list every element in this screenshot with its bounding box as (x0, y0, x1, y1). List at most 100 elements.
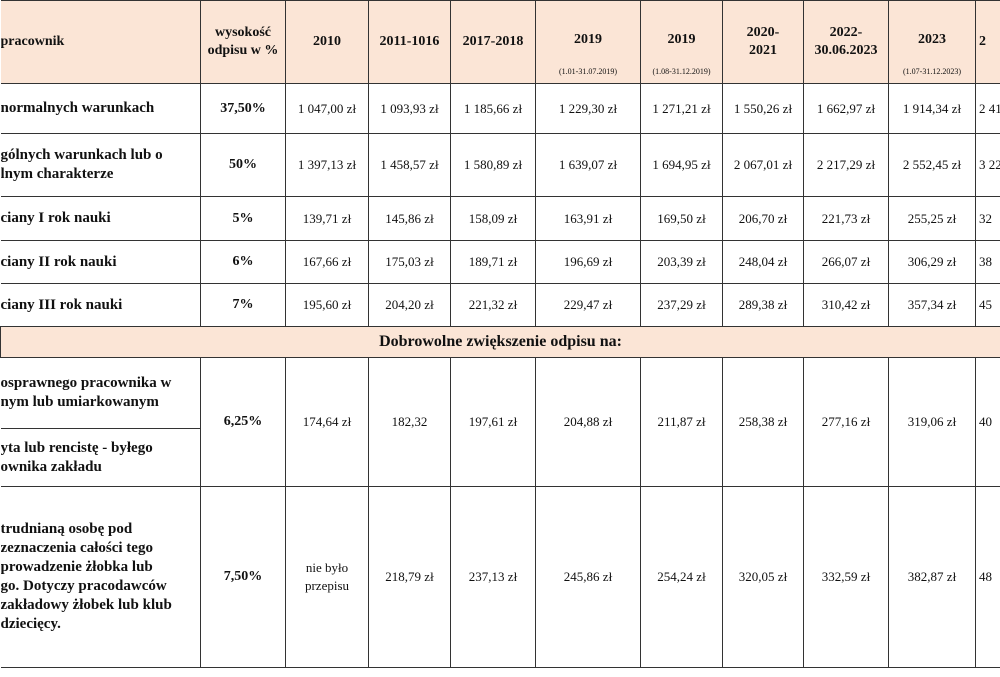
section-row: Dobrowolne zwiększenie odpisu na: (0, 326, 1000, 358)
row-label-cell: ciany II rok nauki (0, 240, 201, 284)
row-label: dziecięcy. (0, 616, 61, 632)
row-label-cell: trudnianą osobę pod zeznaczenia całości t… (0, 486, 201, 668)
row-value: 319,06 zł (888, 357, 976, 487)
row-value: 266,07 zł (803, 240, 889, 284)
row-value: 189,71 zł (450, 240, 536, 284)
header-rate: wysokość (214, 25, 271, 40)
row-value: 40 (975, 357, 1000, 487)
header-period-cell: 2011-1016 (368, 0, 451, 84)
row-value: 221,32 zł (450, 283, 536, 327)
row-label: zeznaczenia całości tego (0, 540, 153, 556)
section-title: Dobrowolne zwiększenie odpisu na: (0, 326, 1000, 358)
row-label-cell: ciany I rok nauki (0, 196, 201, 241)
header-period-cell: 2010 (285, 0, 369, 84)
row-label-cell: normalnych warunkach (0, 83, 201, 134)
row-value: 1 694,95 zł (640, 133, 723, 197)
row-value: 32 (975, 196, 1000, 241)
header-period: 30.06.2023 (814, 43, 878, 58)
row-value: 139,71 zł (285, 196, 369, 241)
header-period: 2019 (574, 32, 602, 47)
row-value: 237,13 zł (450, 486, 536, 668)
header-rate-cell: wysokość odpisu w % (200, 0, 286, 84)
row-label: ciany II rok nauki (0, 253, 117, 270)
header-period: 2019 (667, 32, 696, 47)
row-label: zakładowy żłobek lub klub (0, 597, 172, 613)
data-row: ciany II rok nauki 6% 167,66 zł 175,03 zł 18… (0, 240, 1000, 284)
row-rate: 6% (200, 240, 286, 284)
row-value: 1 093,93 zł (368, 83, 451, 134)
row-label-cell: osprawnego pracownika w nym lub umiarkowa… (0, 357, 201, 429)
row-value: 306,29 zł (888, 240, 976, 284)
data-row: gólnych warunkach lub o lnym charakterze 5… (0, 133, 1000, 197)
voluntary-row: trudnianą osobę pod zeznaczenia całości t… (0, 486, 1000, 668)
row-value: 221,73 zł (803, 196, 889, 241)
data-row: ciany I rok nauki 5% 139,71 zł 145,86 zł 158… (0, 196, 1000, 241)
row-value: 2 217,29 zł (803, 133, 889, 197)
row-value: 2 41 (975, 83, 1000, 134)
header-period-cell: 2023 (1.07-31.12.2023) (888, 0, 976, 84)
header-rate: odpisu w % (207, 43, 279, 58)
row-value: 382,87 zł (888, 486, 976, 668)
voluntary-row: osprawnego pracownika w nym lub umiarkowa… (0, 357, 1000, 487)
row-value: 357,34 zł (888, 283, 976, 327)
row-label: go. Dotyczy pracodawców (0, 578, 167, 594)
row-label: ciany III rok nauki (0, 296, 123, 313)
row-value: 1 185,66 zł (450, 83, 536, 134)
row-value: 1 047,00 zł (285, 83, 369, 134)
row-value: 175,03 zł (368, 240, 451, 284)
data-row: ciany III rok nauki 7% 195,60 zł 204,20 zł 2… (0, 283, 1000, 327)
header-period-cell: 2017-2018 (450, 0, 536, 84)
row-value: 1 458,57 zł (368, 133, 451, 197)
row-value: 1 397,13 zł (285, 133, 369, 197)
row-value: 167,66 zł (285, 240, 369, 284)
header-label: pracownik (0, 34, 65, 49)
row-value: 289,38 zł (722, 283, 804, 327)
header-period: 2023 (918, 32, 946, 47)
row-label-cell: yta lub rencistę - byłego ownika zakładu (0, 428, 201, 487)
row-label: nym lub umiarkowanym (0, 394, 159, 410)
row-rate: 50% (200, 133, 286, 197)
row-value: nie było przepisu (285, 486, 369, 668)
row-value: 255,25 zł (888, 196, 976, 241)
row-value: 204,20 zł (368, 283, 451, 327)
row-value: 237,29 zł (640, 283, 723, 327)
header-period-cell: 2022- 30.06.2023 (803, 0, 889, 84)
row-value: 204,88 zł (535, 357, 641, 487)
row-value: 218,79 zł (368, 486, 451, 668)
header-period-note: (1.07-31.12.2023) (903, 67, 961, 76)
row-value: 211,87 zł (640, 357, 723, 487)
row-label: normalnych warunkach (0, 100, 155, 116)
row-value: 206,70 zł (722, 196, 804, 241)
header-period: 2021 (749, 43, 777, 58)
row-value: 196,69 zł (535, 240, 641, 284)
row-label: lnym charakterze (0, 166, 114, 182)
row-value: 169,50 zł (640, 196, 723, 241)
row-value: 1 580,89 zł (450, 133, 536, 197)
row-value: 182,32 (368, 357, 451, 487)
row-value: 195,60 zł (285, 283, 369, 327)
row-value: 254,24 zł (640, 486, 723, 668)
row-value: 145,86 zł (368, 196, 451, 241)
row-value: 174,64 zł (285, 357, 369, 487)
header-period: 2020- (746, 25, 780, 40)
header-label-cell: pracownik (0, 0, 201, 84)
header-row: pracownik wysokość odpisu w % 2010 2011-1016… (0, 0, 1000, 84)
row-value: 1 550,26 zł (722, 83, 804, 134)
row-value: 38 (975, 240, 1000, 284)
row-value: 248,04 zł (722, 240, 804, 284)
row-value: 163,91 zł (535, 196, 641, 241)
row-value: 2 067,01 zł (722, 133, 804, 197)
row-value: 245,86 zł (535, 486, 641, 668)
header-period: 2 (979, 34, 986, 49)
row-value: 1 662,97 zł (803, 83, 889, 134)
row-value: 1 914,34 zł (888, 83, 976, 134)
row-rate: 7% (200, 283, 286, 327)
header-period-cell: 2 (975, 0, 1000, 84)
row-value: 3 22 (975, 133, 1000, 197)
row-value: 48 (975, 486, 1000, 668)
row-label: prowadzenie żłobka lub (0, 559, 153, 575)
row-value: 258,38 zł (722, 357, 804, 487)
row-rate: 37,50% (200, 83, 286, 134)
row-rate: 6,25% (200, 357, 286, 487)
